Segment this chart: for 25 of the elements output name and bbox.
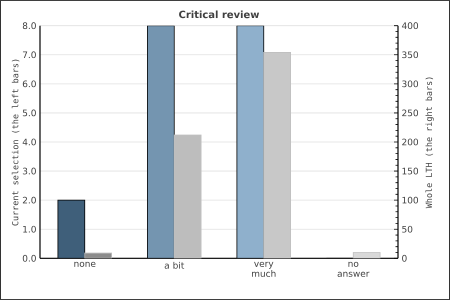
y-tick-label: 5.0 <box>22 110 36 116</box>
x-tick-label: very much <box>252 262 276 277</box>
y2-tick-label: 150 <box>402 168 418 174</box>
x-tick-label: a bit <box>164 262 184 269</box>
y-tick-label: 0.0 <box>22 254 36 262</box>
y-tick-label: 4.0 <box>22 138 36 146</box>
y-tick-label: 6.0 <box>22 80 36 88</box>
y-tick-label: 3.0 <box>22 168 36 174</box>
y-tick-label: 8.0 <box>22 22 36 30</box>
y2-tick-label: 100 <box>402 196 418 204</box>
y-axis-title: Current selection (the left bars) <box>12 60 20 226</box>
chart-title: Critical review <box>179 10 260 18</box>
y2-tick-label: 200 <box>402 138 418 146</box>
y2-axis-title: Whole LTH (the right bars) <box>425 77 434 208</box>
y-tick-label: 7.0 <box>22 51 36 58</box>
y-tick-label: 2.0 <box>22 196 36 204</box>
y-tick-label: 1.0 <box>23 226 36 233</box>
y2-tick-label: 300 <box>402 80 418 88</box>
y2-tick-label: 250 <box>402 110 418 116</box>
y2-tick-label: 400 <box>402 22 418 30</box>
y2-tick-label: 0 <box>402 254 407 262</box>
y2-tick-label: 350 <box>402 51 418 58</box>
x-tick-label: none <box>74 262 96 267</box>
y2-tick-label: 50 <box>402 226 412 233</box>
x-tick-label: no answer <box>338 262 370 277</box>
